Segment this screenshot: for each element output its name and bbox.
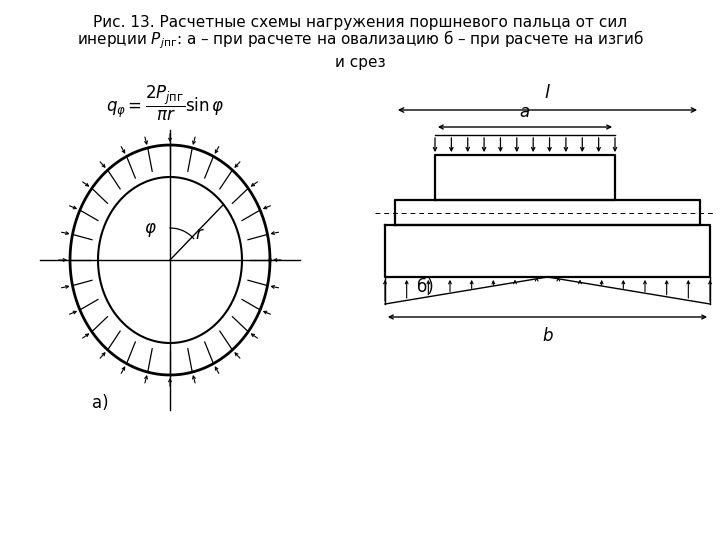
Text: и срез: и срез: [335, 55, 385, 70]
Text: $a$: $a$: [519, 103, 531, 121]
Text: а): а): [91, 394, 108, 412]
Text: $r$: $r$: [195, 225, 205, 243]
Text: $q_{\varphi}=\dfrac{2P_{j\mathrm{пг}}}{\pi r}\sin\varphi$: $q_{\varphi}=\dfrac{2P_{j\mathrm{пг}}}{\…: [106, 84, 225, 123]
Text: $l$: $l$: [544, 84, 551, 102]
Text: б): б): [417, 278, 433, 296]
Text: $\varphi$: $\varphi$: [143, 221, 156, 239]
Text: $b$: $b$: [541, 327, 554, 345]
Text: инерции $P_{j\mathregular{пг}}$: а – при расчете на овализацию б – при расчете н: инерции $P_{j\mathregular{пг}}$: а – при…: [76, 29, 644, 51]
Text: Рис. 13. Расчетные схемы нагружения поршневого пальца от сил: Рис. 13. Расчетные схемы нагружения порш…: [93, 15, 627, 30]
